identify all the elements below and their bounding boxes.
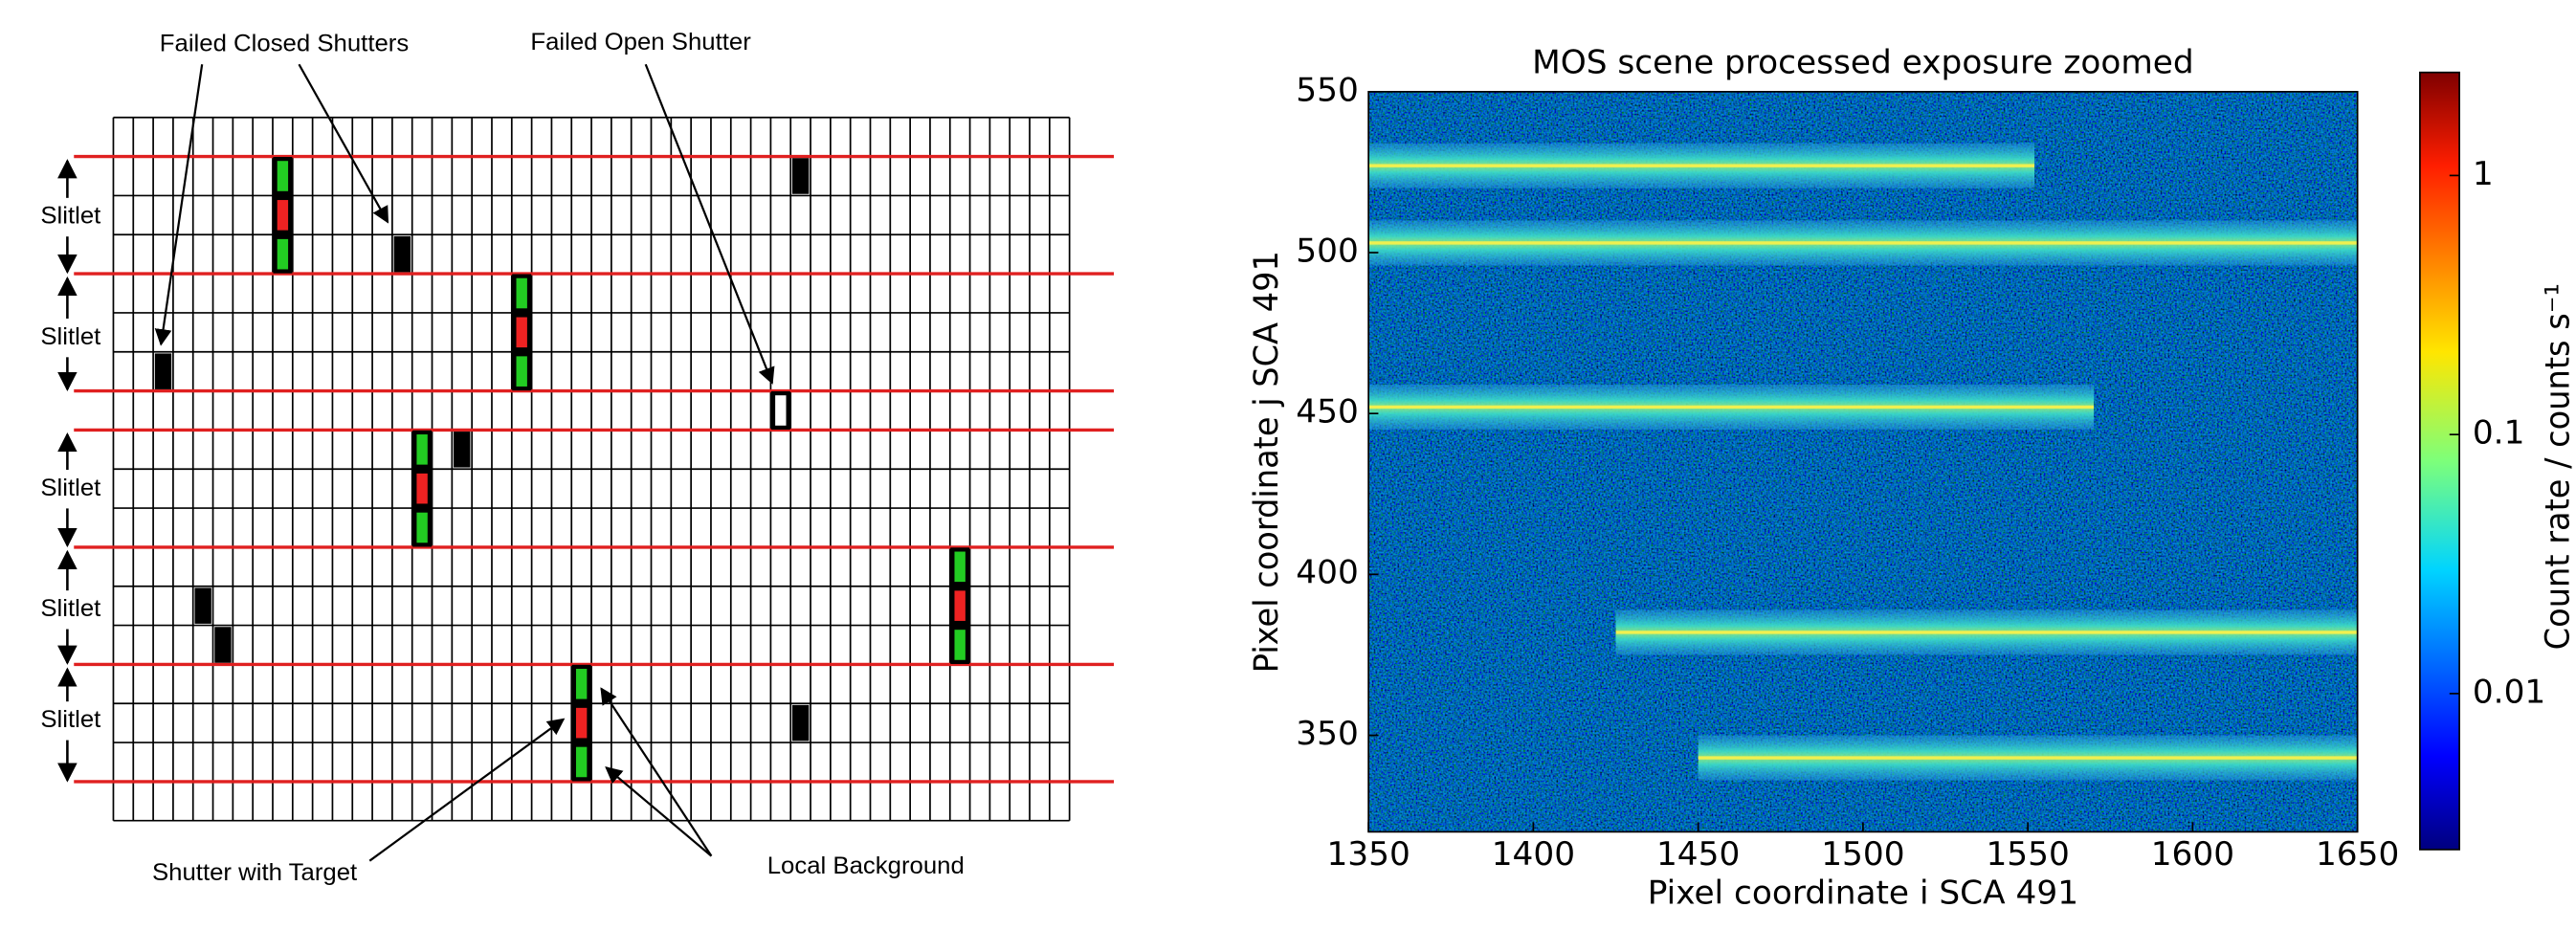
y-tick-label: 500 <box>1296 232 1359 271</box>
background-shutter <box>512 352 532 391</box>
background-shutter <box>273 157 293 196</box>
colorbar-tick-label: 1 <box>2473 155 2494 193</box>
target-shutter <box>571 703 591 742</box>
failed-closed-shutter <box>791 704 810 742</box>
y-tick-label: 400 <box>1296 554 1359 592</box>
x-tick-label: 1450 <box>1656 835 1740 874</box>
failed-closed-shutter <box>194 587 211 624</box>
failed-closed-shutter <box>214 627 232 663</box>
failed-closed-shutter <box>791 158 810 194</box>
x-tick-label: 1350 <box>1326 835 1410 874</box>
chart-title: MOS scene processed exposure zoomed <box>1532 44 2194 82</box>
target-shutter <box>512 313 532 352</box>
target-shutter <box>412 469 433 508</box>
slitlet-label: Slitlet <box>40 706 100 733</box>
arrow <box>154 64 204 346</box>
background-shutter <box>273 234 293 274</box>
y-tick-label: 450 <box>1296 393 1359 432</box>
arrow <box>368 718 566 862</box>
slitlet-label: Slitlet <box>40 203 100 230</box>
shutter-diagram: Slitlet Slitlet Slitlet Slitlet Slitlet <box>40 116 1115 822</box>
arrow <box>600 687 713 857</box>
arrow <box>605 766 713 857</box>
slitlet-label: Slitlet <box>40 323 100 350</box>
colorbar-tick-label: 0.01 <box>2473 674 2545 712</box>
colorbar-tick-label: 0.1 <box>2473 414 2525 453</box>
background-shutter <box>950 625 970 664</box>
background-shutter <box>571 664 591 703</box>
label: Local Background <box>767 852 965 879</box>
target-shutter <box>273 195 293 234</box>
background-shutter <box>412 430 433 469</box>
x-tick-label: 1650 <box>2316 835 2399 874</box>
colorbar <box>2419 71 2460 851</box>
x-tick-label: 1600 <box>2151 835 2234 874</box>
background-shutter <box>950 547 970 587</box>
x-axis-label: Pixel coordinate i SCA 491 <box>1648 875 2078 913</box>
background-shutter <box>412 508 433 547</box>
annotation-arrows <box>154 63 775 862</box>
failed-closed-shutter <box>393 235 411 273</box>
arrow <box>644 63 775 385</box>
label: Shutter with Target <box>152 859 357 886</box>
y-tick-label: 350 <box>1296 715 1359 753</box>
label: Failed Open Shutter <box>530 29 751 55</box>
failed-open-shutter <box>770 390 790 430</box>
arrow <box>298 63 389 224</box>
y-axis-label: Pixel coordinate j SCA 491 <box>1248 251 1286 673</box>
slitlet-label: Slitlet <box>40 595 100 622</box>
colorbar-label: Count rate / counts s⁻¹ <box>2539 283 2576 650</box>
background-shutter <box>512 274 532 313</box>
x-tick-label: 1550 <box>1986 835 2069 874</box>
failed-closed-shutter <box>454 432 471 468</box>
slitlet-label: Slitlet <box>40 475 100 501</box>
y-tick-label: 550 <box>1296 72 1359 110</box>
failed-closed-shutter <box>154 353 172 389</box>
x-tick-label: 1400 <box>1492 835 1575 874</box>
image-plot: 1350 1400 1450 1500 1550 1600 1650350400450500… <box>1248 44 2576 912</box>
background-shutter <box>571 742 591 782</box>
x-tick-label: 1500 <box>1821 835 1904 874</box>
label: Failed Closed Shutters <box>160 31 409 57</box>
image-noise <box>1368 91 2358 832</box>
target-shutter <box>950 587 970 626</box>
